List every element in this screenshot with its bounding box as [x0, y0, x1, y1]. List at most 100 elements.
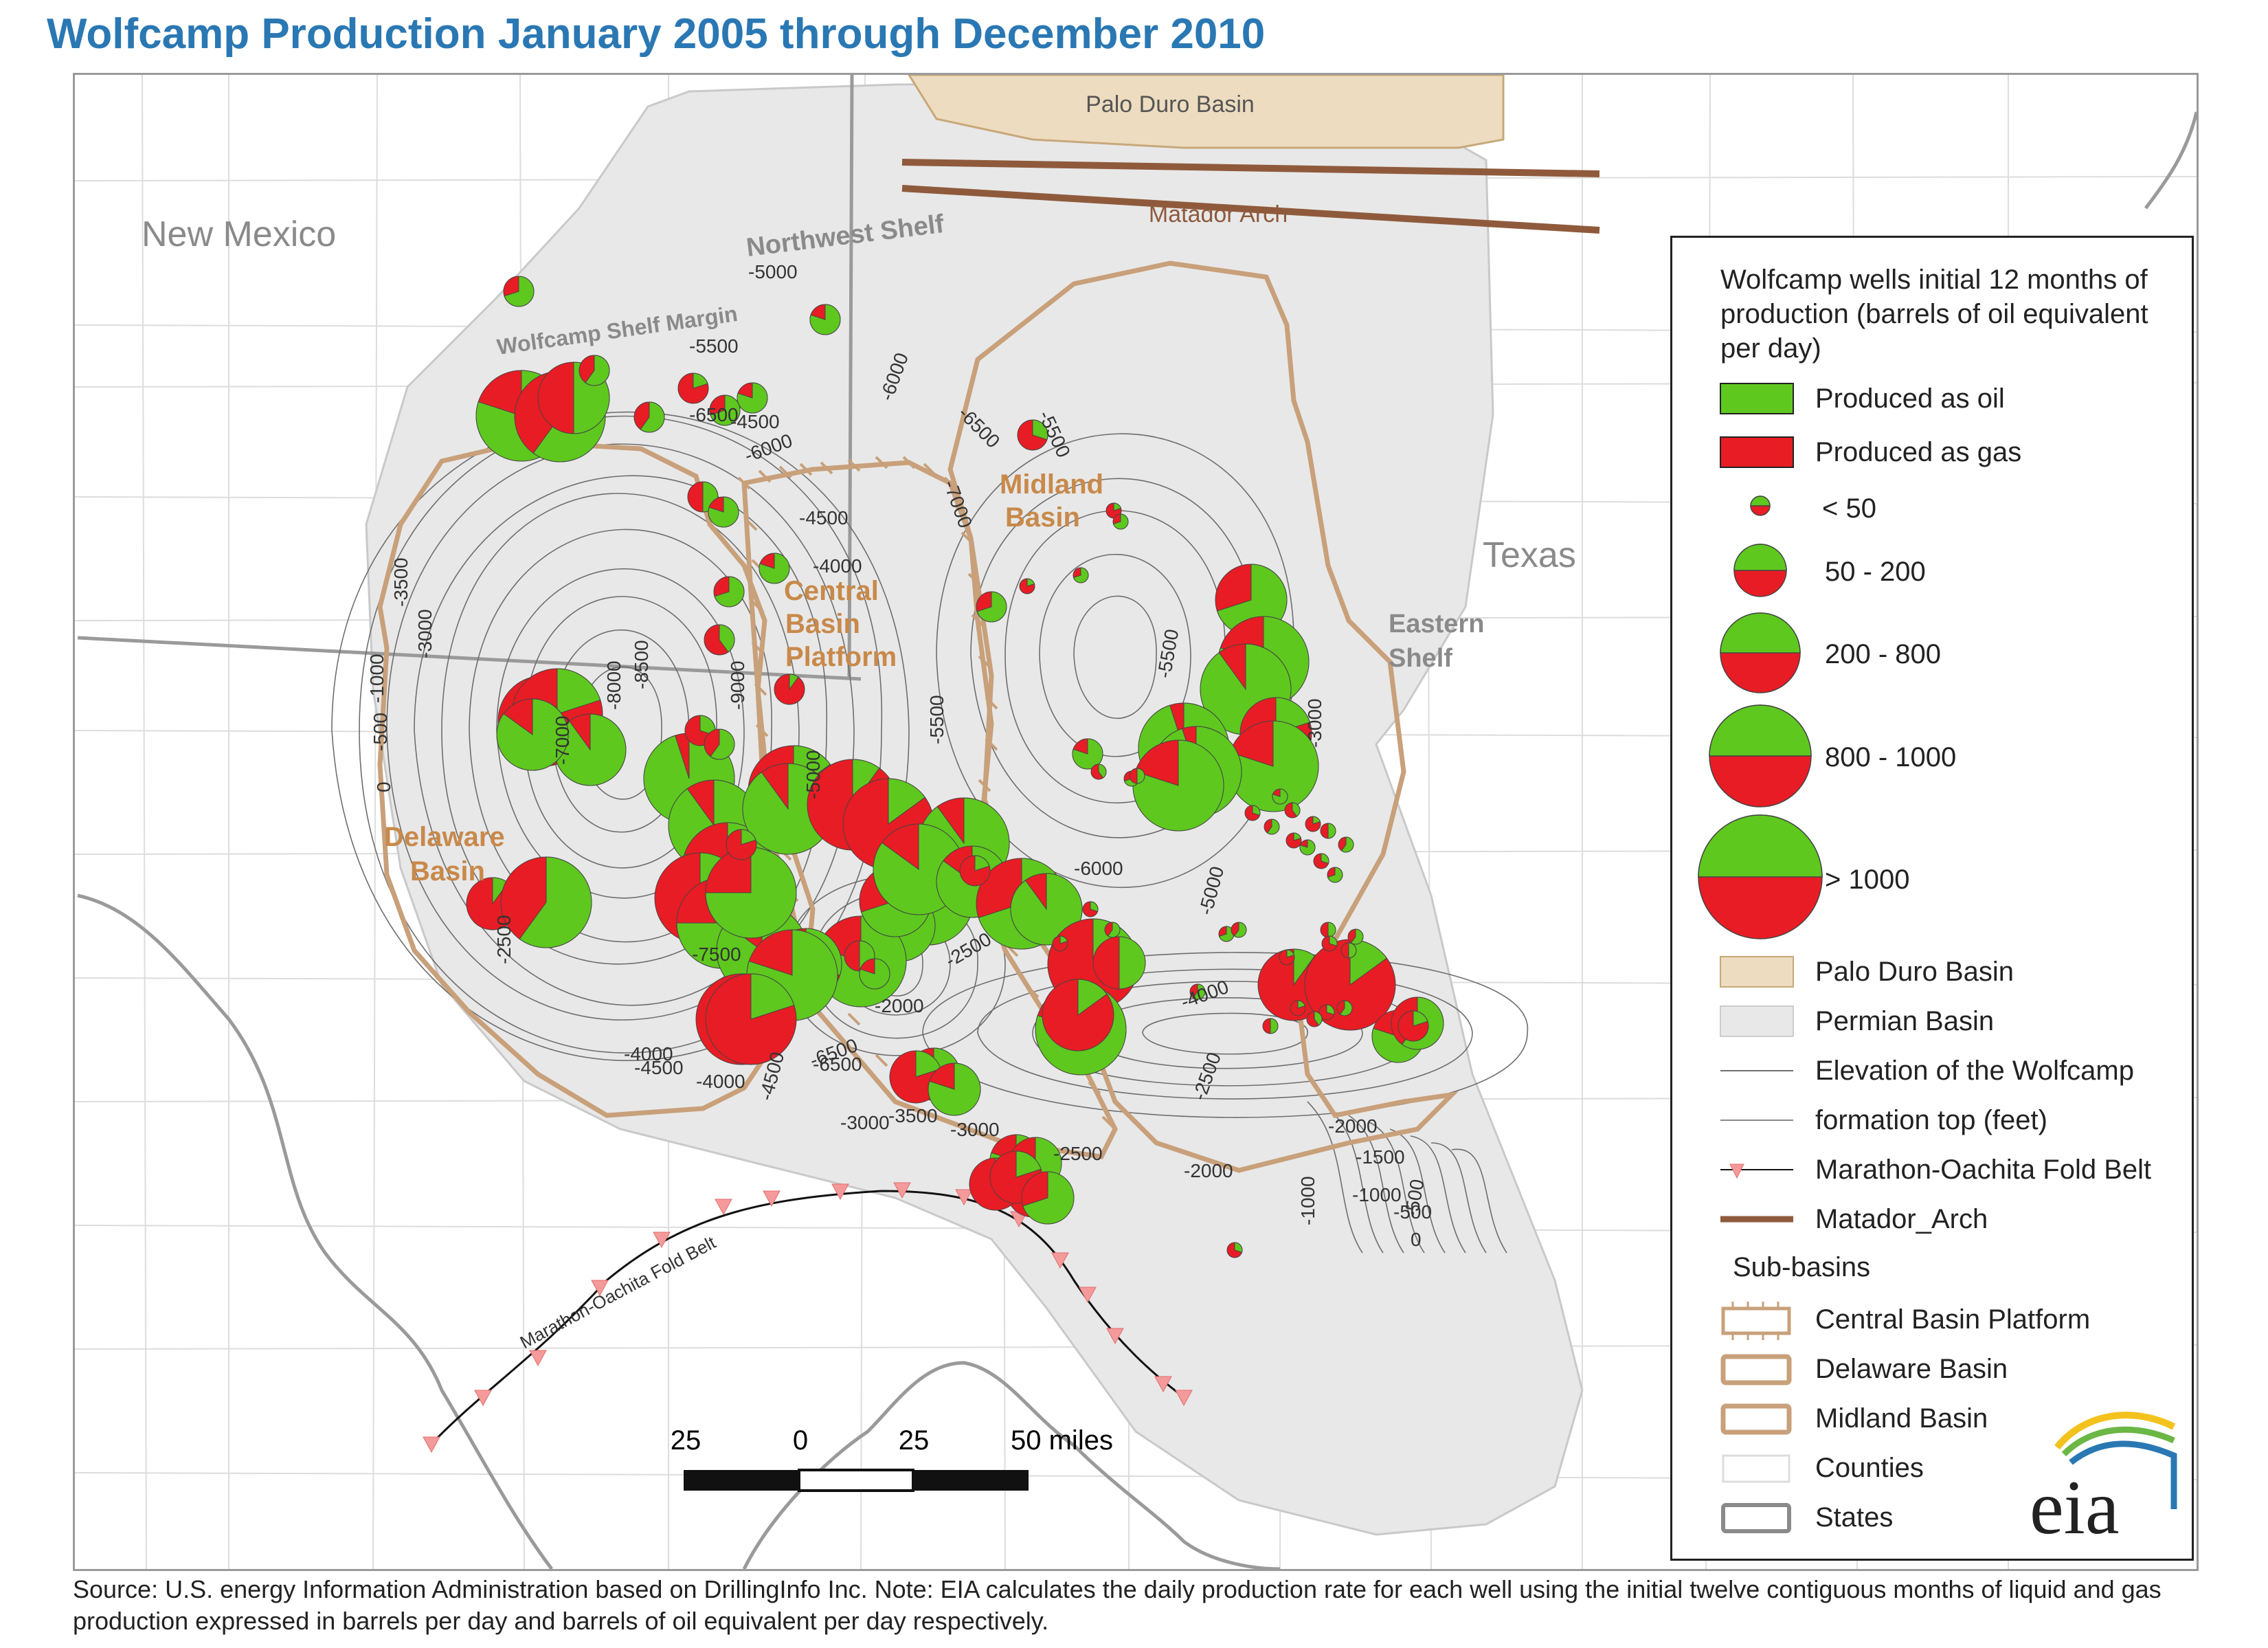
- well-w81: [976, 591, 1007, 623]
- contour-label: -4000: [696, 1071, 745, 1092]
- well-w64: [633, 401, 665, 433]
- fold-belt-triangle: [1154, 1376, 1172, 1393]
- well-w91: [1336, 1000, 1353, 1016]
- elevation-swatch-2: [1720, 1120, 1793, 1121]
- label-eastern-2: Shelf: [1389, 644, 1452, 673]
- legend-size-symbol-3: [1720, 612, 1801, 693]
- cbp-tick: [875, 1054, 888, 1067]
- cbp-tick: [902, 456, 916, 469]
- well-w82: [1019, 578, 1035, 594]
- contour-label: -4000: [813, 555, 862, 577]
- cbp-tick: [985, 737, 998, 751]
- contour-label: -3000: [414, 609, 436, 658]
- gas-swatch: [1720, 436, 1794, 468]
- well-w31: [705, 973, 797, 1065]
- label-delaware-2: Basin: [410, 856, 485, 887]
- fold-belt-triangle: [591, 1280, 609, 1297]
- label-delaware-basin: Delaware Basin: [384, 822, 513, 887]
- state-lines: [77, 75, 2197, 1569]
- well-w99: [1340, 942, 1357, 959]
- cbp-tick: [744, 517, 758, 531]
- midland-swatch: [1720, 1403, 1792, 1435]
- well-w61: [1397, 1010, 1429, 1042]
- eia-logo: eia: [2030, 1412, 2177, 1550]
- fold-belt-triangle: [763, 1190, 781, 1207]
- cbp-tick: [847, 458, 861, 472]
- well-w105: [1244, 805, 1261, 821]
- elevation-contour: [1073, 595, 1157, 719]
- contour-label: -1000: [366, 654, 388, 703]
- label-eastern-shelf: Eastern Shelf: [1389, 610, 1492, 673]
- cbp-tick: [971, 614, 985, 627]
- well-w72: [774, 673, 805, 705]
- cbp-tick: [737, 476, 751, 490]
- cbp-tick: [847, 1012, 861, 1026]
- scale-label-25b: 25: [899, 1425, 930, 1456]
- elevation-contour: [1307, 1101, 1363, 1254]
- legend-title: Wolfcamp wells initial 12 months of prod…: [1720, 265, 2148, 364]
- map-area: Palo Duro Basin Matador Arch New Mexico …: [73, 73, 2199, 1571]
- legend-size-1: < 50: [1822, 493, 1876, 524]
- palo-duro-basin-area: [908, 75, 1505, 149]
- legend-size-3: 200 - 800: [1825, 639, 1942, 669]
- contour-label: -2500: [493, 915, 515, 964]
- contour-label: -1000: [1352, 1184, 1402, 1205]
- fold-belt-triangle: [831, 1183, 849, 1201]
- legend-matador: Matador_Arch: [1672, 1200, 2192, 1241]
- contour-label: -5500: [926, 695, 947, 744]
- well-w90: [1318, 1004, 1335, 1021]
- fold-belt-triangle: [1079, 1287, 1097, 1304]
- legend-sub-basins-heading: Sub-basins: [1733, 1252, 1871, 1282]
- elevation-contour: [1142, 1012, 1308, 1055]
- contour-label: -500: [370, 713, 391, 751]
- well-w75: [726, 829, 757, 860]
- legend-oil: Produced as oil: [1672, 379, 2192, 421]
- contour-label: -3000: [840, 1112, 890, 1133]
- legend-fold-belt-label: Marathon-Oachita Fold Belt: [1815, 1155, 2152, 1185]
- contour-label: -4500: [730, 411, 780, 432]
- legend-oil-label: Produced as oil: [1815, 383, 2005, 414]
- well-markers: [466, 276, 1444, 1258]
- well-w10: [500, 856, 592, 948]
- county-line: [372, 75, 378, 1569]
- cbp-tick: [1088, 1081, 1101, 1095]
- legend-size-symbol-2: [1733, 544, 1787, 597]
- well-w101: [1112, 513, 1129, 530]
- elevation-contour: [1348, 1115, 1404, 1254]
- well-w83: [1073, 567, 1089, 583]
- legend-palo-duro-label: Palo Duro Basin: [1815, 957, 2014, 987]
- legend-size-2: 50 - 200: [1825, 557, 1926, 587]
- well-w8: [496, 698, 569, 771]
- well-w68: [708, 496, 739, 528]
- elevation-contour: [1410, 1135, 1466, 1254]
- well-w108: [1299, 839, 1316, 856]
- contour-label: -4500: [634, 1057, 684, 1078]
- well-w80: [1017, 419, 1048, 451]
- states-swatch: [1721, 1503, 1791, 1533]
- contour-label: 0: [373, 781, 394, 792]
- well-w89: [1290, 1000, 1306, 1016]
- scale-seg-3: [913, 1470, 1029, 1491]
- map-title: Wolfcamp Production January 2005 through…: [47, 10, 1266, 58]
- cbp-swatch: [1721, 1302, 1791, 1340]
- fold-belt-triangle: [715, 1199, 732, 1216]
- legend-permian-label: Permian Basin: [1815, 1006, 1995, 1036]
- cbp-tick: [758, 469, 772, 483]
- well-w57: [1021, 1171, 1075, 1225]
- legend-size-5: > 1000: [1825, 865, 1910, 895]
- eia-logo-swoosh-yellow: [2054, 1412, 2176, 1450]
- contour-label: -4500: [799, 507, 849, 528]
- elevation-contour: [1369, 1122, 1425, 1254]
- scale-seg-2: [798, 1469, 914, 1492]
- label-eastern-1: Eastern: [1389, 610, 1484, 638]
- elevation-contour: [1327, 1108, 1384, 1254]
- well-w106: [1264, 819, 1280, 835]
- legend-matador-label: Matador_Arch: [1815, 1204, 1988, 1234]
- legend: Wolfcamp wells initial 12 months of prod…: [1670, 236, 2194, 1561]
- cbp-tick: [751, 600, 765, 614]
- legend-palo-duro: Palo Duro Basin: [1672, 953, 2192, 994]
- elevation-contour: [812, 891, 978, 1039]
- legend-gas: Produced as gas: [1672, 433, 2192, 474]
- well-w17: [705, 847, 797, 939]
- fold-belt-triangle: [1106, 1328, 1124, 1345]
